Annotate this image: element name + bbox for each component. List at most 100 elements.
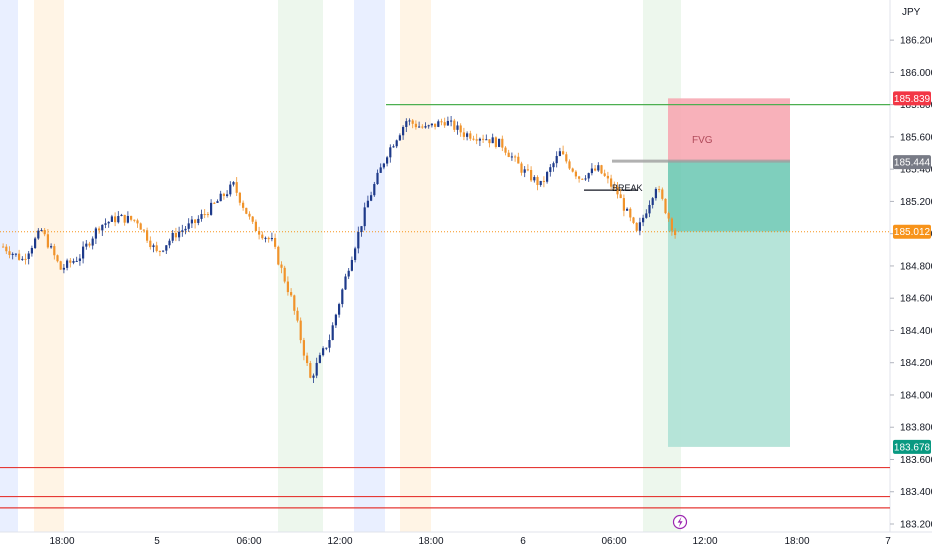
candle-body xyxy=(622,198,625,211)
candle-body xyxy=(43,229,46,235)
candle-body xyxy=(277,246,280,265)
candle-body xyxy=(658,188,661,190)
candle-body xyxy=(562,151,565,155)
candle-body xyxy=(632,217,635,223)
candle-body xyxy=(299,320,302,341)
candle-body xyxy=(14,253,17,255)
candle-body xyxy=(296,310,299,321)
price-tag xyxy=(893,91,931,106)
x-tick-label: 18:00 xyxy=(418,536,443,547)
candle-body xyxy=(34,238,37,248)
candle-body xyxy=(485,139,488,141)
candle-body xyxy=(533,177,536,181)
candle-body xyxy=(117,215,120,223)
candle-body xyxy=(190,219,193,224)
candle-body xyxy=(210,202,213,215)
candle-body xyxy=(398,135,401,141)
candle-body xyxy=(216,201,219,203)
candle-body xyxy=(341,289,344,305)
candle-body xyxy=(126,215,129,223)
candle-body xyxy=(72,261,75,263)
session-band xyxy=(34,0,64,532)
candle-body xyxy=(597,165,600,171)
price-tag xyxy=(893,224,931,239)
candle-body xyxy=(197,218,200,223)
take-profit-zone xyxy=(668,231,790,447)
candles xyxy=(2,116,677,383)
candle-body xyxy=(203,214,206,216)
candle-body xyxy=(226,194,229,197)
candle-body xyxy=(414,123,417,128)
candle-body xyxy=(504,147,507,153)
candle-body xyxy=(629,208,632,218)
candle-body xyxy=(165,245,168,251)
candle-body xyxy=(264,237,267,239)
y-tick-label: 185.600 xyxy=(900,132,932,143)
candle-body xyxy=(40,229,43,231)
x-tick-label: 18:00 xyxy=(784,536,809,547)
candle-body xyxy=(539,180,542,186)
candle-body xyxy=(91,238,94,246)
x-tick-label: 06:00 xyxy=(236,536,261,547)
candle-body xyxy=(466,133,469,137)
candle-body xyxy=(469,133,472,139)
candle-body xyxy=(584,178,587,180)
x-tick-label: 12:00 xyxy=(692,536,717,547)
candle-body xyxy=(66,260,69,268)
candle-body xyxy=(328,339,331,348)
y-tick-label: 186.200 xyxy=(900,36,932,47)
candle-body xyxy=(472,138,475,140)
candle-body xyxy=(491,137,494,144)
candle-body xyxy=(430,123,433,126)
candle-body xyxy=(290,292,293,296)
horizontal-levels xyxy=(0,104,890,509)
price-tag-label: 185.444 xyxy=(894,158,931,169)
candle-body xyxy=(424,126,427,128)
candle-body xyxy=(171,232,174,241)
candle-body xyxy=(46,234,49,248)
candle-body xyxy=(200,214,203,219)
candle-body xyxy=(446,120,449,126)
candle-body xyxy=(408,120,411,122)
candle-body xyxy=(136,220,139,224)
candle-body xyxy=(235,182,238,193)
x-tick-label: 12:00 xyxy=(327,536,352,547)
candle-body xyxy=(146,230,149,241)
candle-body xyxy=(498,138,501,147)
candle-body xyxy=(610,178,613,187)
candle-body xyxy=(162,250,165,252)
y-tick-label: 184.400 xyxy=(900,326,932,337)
candle-body xyxy=(56,255,59,262)
candle-body xyxy=(379,167,382,173)
candle-body xyxy=(462,132,465,137)
price-tag xyxy=(893,439,931,454)
candle-body xyxy=(347,270,350,277)
candle-body xyxy=(494,137,497,147)
candle-body xyxy=(587,173,590,179)
y-tick-label: 184.000 xyxy=(900,390,932,401)
candle-body xyxy=(568,161,571,169)
candle-body xyxy=(574,171,577,177)
candle-body xyxy=(443,122,446,126)
candle-body xyxy=(322,348,325,356)
stop-loss-zone xyxy=(668,98,790,162)
candle-body xyxy=(501,138,504,148)
x-tick-label: 06:00 xyxy=(601,536,626,547)
candle-body xyxy=(546,172,549,182)
candle-body xyxy=(248,213,251,217)
fvg-label: FVG xyxy=(692,135,713,146)
candle-body xyxy=(149,240,152,248)
candle-body xyxy=(600,165,603,174)
candle-body xyxy=(238,192,241,203)
candle-body xyxy=(590,168,593,174)
candle-body xyxy=(450,120,453,122)
flash-icon[interactable] xyxy=(672,514,688,530)
candle-body xyxy=(62,267,65,270)
session-band xyxy=(278,0,323,532)
candle-body xyxy=(78,258,81,261)
candle-body xyxy=(152,245,155,248)
price-tag-label: 185.012 xyxy=(894,227,931,238)
candle-body xyxy=(178,231,181,238)
candle-body xyxy=(402,126,405,136)
